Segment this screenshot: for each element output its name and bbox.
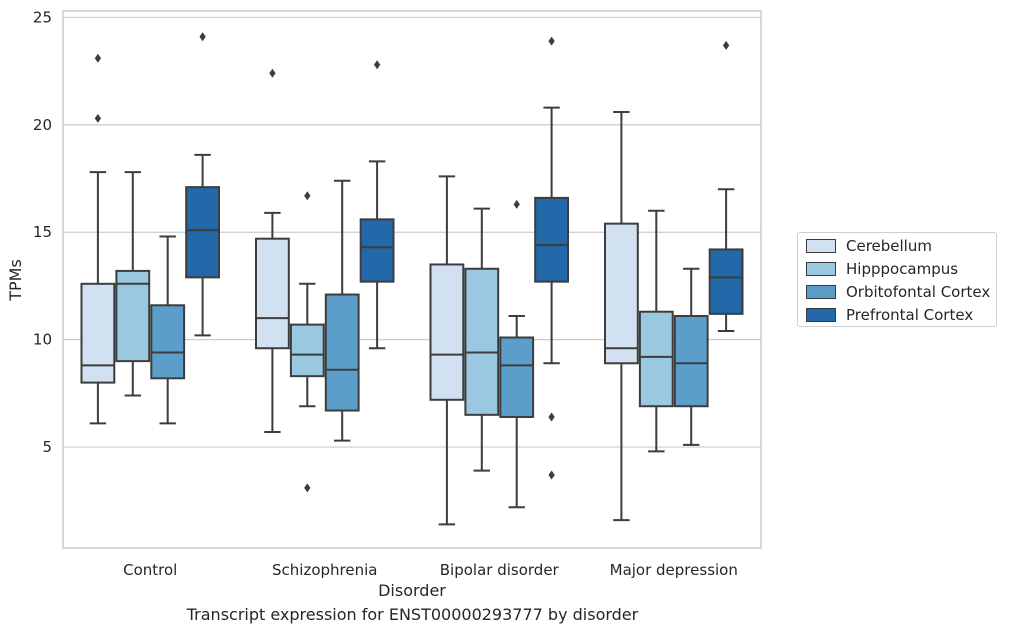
box-hipppocampus <box>638 209 674 453</box>
legend-label: Orbitofontal Cortex <box>846 283 991 301</box>
x-tick-label: Bipolar disorder <box>440 561 560 579</box>
box <box>534 196 570 283</box>
box <box>150 304 186 380</box>
legend: Cerebellum Hipppocampus Orbitofontal Corte… <box>797 232 997 327</box>
outlier-point <box>722 40 730 50</box>
box-prefrontal-cortex <box>534 36 570 480</box>
outlier-point <box>513 199 520 209</box>
plot-border <box>62 10 762 549</box>
box-cerebellum <box>603 110 639 522</box>
legend-swatch <box>806 308 836 322</box>
outlier-point <box>94 113 102 123</box>
legend-item: Prefrontal Cortex <box>806 304 973 326</box>
legend-label: Cerebellum <box>846 237 932 255</box>
legend-item: Cerebellum <box>806 235 932 257</box>
x-tick-label: Schizophrenia <box>272 561 377 579</box>
y-tick-label: 15 <box>33 223 52 241</box>
y-tick-label: 5 <box>42 438 52 456</box>
box-orbitofontal-cortex <box>150 235 186 425</box>
box <box>603 222 639 365</box>
box <box>638 310 674 408</box>
legend-item: Orbitofontal Cortex <box>806 281 990 303</box>
plot-frame <box>62 10 762 549</box>
box-cerebellum <box>429 175 465 526</box>
outlier-point <box>548 412 555 422</box>
box <box>429 263 465 401</box>
box-prefrontal-cortex <box>185 32 221 337</box>
chart-caption: Transcript expression for ENST0000029377… <box>186 605 639 624</box>
box <box>499 336 535 418</box>
box <box>254 237 290 350</box>
outlier-point <box>199 32 206 42</box>
outlier-point <box>373 60 381 70</box>
y-tick-labels: 5 10 15 20 25 <box>33 8 52 456</box>
box <box>324 293 360 412</box>
box <box>708 248 744 315</box>
box <box>115 269 151 363</box>
box-cerebellum <box>80 53 116 425</box>
box-cerebellum <box>254 68 290 434</box>
box-series <box>80 32 744 526</box>
outlier-point <box>269 68 276 78</box>
x-tick-labels: Control Schizophrenia Bipolar disorder Majo… <box>123 561 738 579</box>
outlier-point <box>304 483 311 493</box>
box-hipppocampus <box>115 171 151 397</box>
x-tick-label: Control <box>123 561 177 579</box>
y-axis-label: TPMs <box>6 259 25 302</box>
y-tick-label: 25 <box>33 8 52 26</box>
x-tick-label: Major depression <box>610 561 738 579</box>
legend-label: Hipppocampus <box>846 260 959 278</box>
legend-swatch <box>806 239 836 253</box>
outlier-point <box>548 36 555 46</box>
outlier-point <box>304 191 311 201</box>
box-hipppocampus <box>464 207 500 472</box>
outlier-point <box>548 470 555 480</box>
box-orbitofontal-cortex <box>499 199 535 509</box>
box <box>289 323 325 378</box>
box <box>359 218 395 283</box>
box-orbitofontal-cortex <box>324 179 360 442</box>
legend-item: Hipppocampus <box>806 258 958 280</box>
box-prefrontal-cortex <box>359 60 395 350</box>
box-prefrontal-cortex <box>708 40 744 333</box>
legend-swatch <box>806 262 836 276</box>
box-orbitofontal-cortex <box>673 267 709 446</box>
legend-label: Prefrontal Cortex <box>846 306 974 324</box>
box-hipppocampus <box>289 191 325 493</box>
y-tick-label: 20 <box>33 116 52 134</box>
legend-swatch <box>806 285 836 299</box>
box <box>185 186 221 279</box>
box <box>80 282 116 384</box>
box <box>464 267 500 416</box>
y-tick-label: 10 <box>33 331 52 349</box>
box <box>673 315 709 408</box>
x-axis-label: Disorder <box>378 581 446 600</box>
outlier-point <box>94 53 102 63</box>
